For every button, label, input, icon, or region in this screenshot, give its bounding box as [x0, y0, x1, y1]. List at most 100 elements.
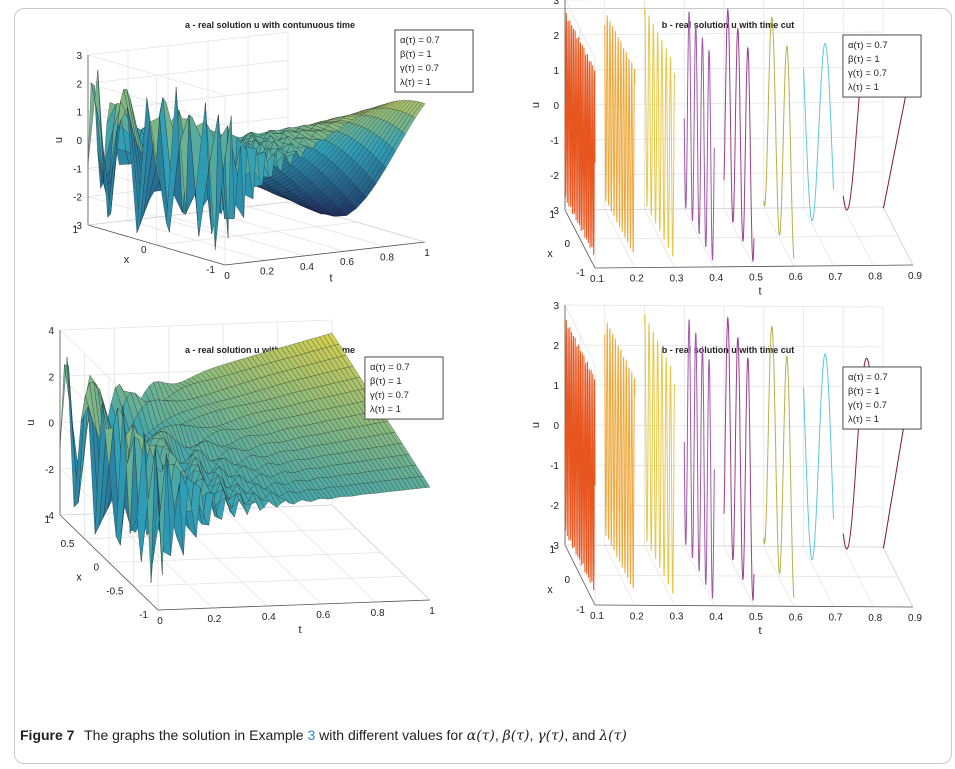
t-tick-label: 0	[157, 616, 163, 627]
caption-sep-3: , and	[564, 727, 596, 743]
t-tick-label: 0.8	[371, 608, 385, 619]
x-tick-label: 0	[564, 239, 570, 250]
u-tick-label: -3	[550, 541, 559, 552]
x-axis-line	[87, 224, 226, 266]
u-tick-label: 2	[76, 79, 82, 90]
x-tick-label: -1	[576, 268, 585, 279]
x-tick-label: 0	[141, 245, 147, 256]
panel-bottom-left: 0 0.2 0.4 0.6 0.8 1 -1 -0.5 0 0.5 1 -4 -2 0 2 4 t x u a - r…	[20, 319, 460, 680]
x-axis-line	[564, 544, 596, 606]
legend-entry: β(τ) = 1	[370, 376, 402, 387]
u-tick-label: -3	[550, 206, 559, 217]
t-tick-label: 0.2	[207, 614, 221, 625]
grid-line	[133, 575, 406, 587]
x-tick-label: 1	[72, 225, 78, 236]
example-link[interactable]: 3	[307, 727, 316, 743]
u-tick-label: 3	[553, 301, 559, 312]
t-axis-label: t	[758, 286, 761, 298]
t-tick-label: 0.7	[829, 613, 843, 624]
t-tick-label: 0.4	[709, 273, 723, 284]
time-cut-line	[644, 6, 675, 257]
legend-entry: β(τ) = 1	[848, 386, 880, 397]
time-cut-line	[723, 7, 755, 263]
surface-patch	[215, 114, 229, 251]
u-tick-label: 2	[48, 372, 54, 383]
legend-box	[842, 366, 922, 430]
u-tick-label: 0	[76, 136, 82, 147]
legend-entry: λ(τ) = 1	[848, 414, 879, 425]
t-tick-label: 0.7	[829, 272, 843, 283]
t-tick-label: 0.6	[789, 612, 803, 623]
lambda-symbol: λ(τ)	[599, 728, 627, 744]
time-cut-line	[763, 16, 795, 259]
t-tick-label: 0.1	[590, 611, 604, 622]
t-tick-label: 0.8	[868, 613, 882, 624]
t-tick-label: 0.2	[260, 266, 274, 277]
u-tick-label: 3	[553, 0, 559, 7]
figure-caption: Figure 7 The graphs the solution in Exam…	[20, 727, 940, 744]
box-line	[564, 206, 884, 211]
u-axis-label: u	[530, 422, 542, 428]
t-tick-label: 0.9	[908, 613, 922, 624]
legend-entry: β(τ) = 1	[400, 49, 432, 60]
u-tick-label: -2	[550, 501, 559, 512]
u-tick-label: -2	[45, 465, 54, 476]
time-cut-line	[763, 325, 795, 598]
caption-label: Figure 7	[20, 727, 75, 743]
legend-entry: λ(τ) = 1	[370, 404, 401, 415]
t-tick-label: 0.4	[709, 612, 723, 623]
chart-title: a - real solution u with contunuous time	[185, 345, 355, 355]
time-cut-line	[564, 319, 596, 591]
chart-title: b - real solution u with time cut	[662, 20, 795, 30]
u-tick-label: 2	[553, 341, 559, 352]
legend-entry: α(τ) = 0.7	[848, 372, 888, 383]
t-tick-label: 0.6	[789, 272, 803, 283]
x-tick-label: 1	[549, 210, 555, 221]
grid-line	[84, 528, 357, 540]
time-cut-line	[564, 13, 596, 255]
legend-entry: γ(τ) = 0.7	[400, 63, 439, 74]
t-tick-label: 0.5	[749, 273, 763, 284]
t-axis-label: t	[329, 273, 332, 285]
grid-line	[87, 31, 289, 56]
timecut-plot-bottom-right: 0.1 0.2 0.3 0.4 0.5 0.6 0.7 0.8 0.9-101-3-2-1012…	[530, 301, 922, 637]
t-axis-line	[594, 604, 914, 608]
t-tick-label: 0.9	[908, 271, 922, 282]
x-axis-label: x	[547, 248, 553, 260]
x-axis-label: x	[76, 572, 82, 584]
t-tick-label: 0.4	[262, 612, 276, 623]
legend-box	[364, 356, 444, 420]
x-tick-label: 1	[549, 545, 555, 556]
t-axis-line	[594, 264, 914, 269]
caption-sep-1: ,	[494, 727, 499, 743]
surface-patch	[150, 448, 163, 583]
x-tick-label: 0.5	[61, 539, 75, 550]
legend-entry: β(τ) = 1	[848, 54, 880, 65]
t-tick-label: 0.6	[340, 257, 354, 268]
u-tick-label: 2	[553, 31, 559, 42]
time-cut-line	[842, 357, 874, 550]
grid-line	[87, 59, 289, 84]
t-tick-label: 0.5	[749, 612, 763, 623]
x-tick-label: 0	[93, 563, 99, 574]
legend-entry: γ(τ) = 0.7	[848, 68, 887, 79]
x-tick-label: -1	[576, 605, 585, 616]
u-tick-label: 1	[553, 381, 559, 392]
x-tick-label: 1	[44, 515, 50, 526]
x-tick-label: 0	[564, 575, 570, 586]
legend-entry: γ(τ) = 0.7	[848, 400, 887, 411]
time-cut-line	[683, 319, 715, 600]
grid-line	[108, 552, 382, 563]
panel-top-left: 0 0.2 0.4 0.6 0.8 1 -1 0 1 -3 -2 -1 0 1 2 3 t x u a - real …	[20, 20, 474, 310]
grid-line	[156, 221, 357, 246]
chart-title: b - real solution u with time cut	[662, 345, 795, 355]
box-line	[564, 544, 884, 548]
legend-entry: λ(τ) = 1	[400, 77, 431, 88]
legend-entry: γ(τ) = 0.7	[370, 390, 409, 401]
legend-entry: α(τ) = 0.7	[370, 362, 410, 373]
u-axis-label: u	[53, 137, 65, 143]
t-tick-label: 0	[224, 271, 230, 282]
u-axis-label: u	[25, 419, 37, 425]
t-tick-label: 1	[424, 248, 430, 259]
u-tick-label: -2	[73, 193, 82, 204]
